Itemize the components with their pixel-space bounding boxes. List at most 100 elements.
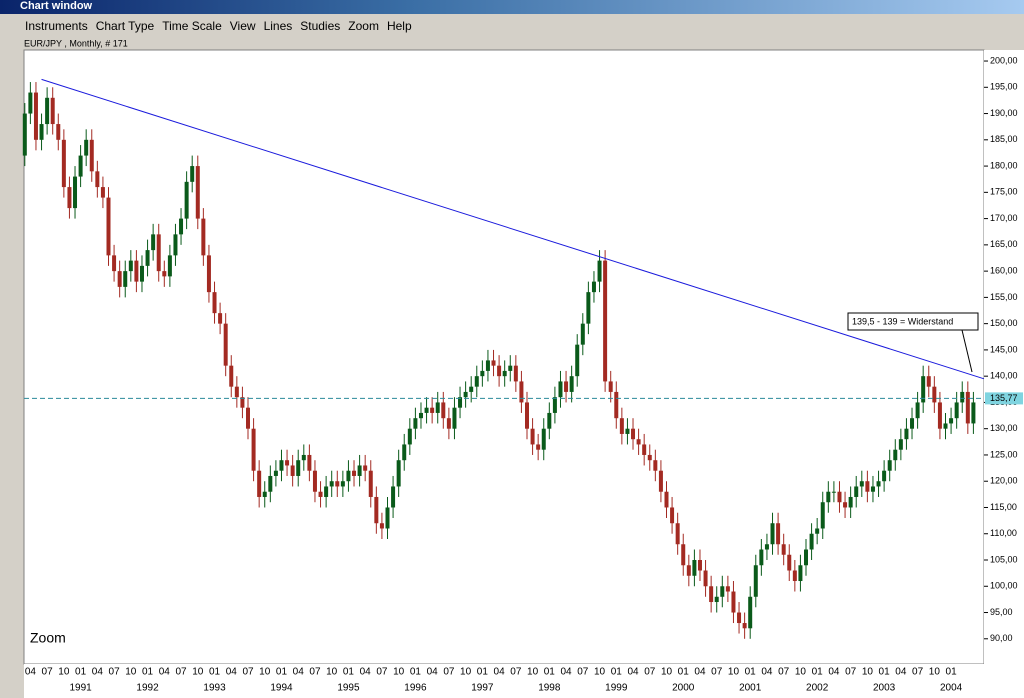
- candle-body: [530, 428, 535, 445]
- candle-body: [480, 370, 485, 377]
- x-tick-label: 07: [845, 667, 857, 678]
- x-tick-label: 10: [192, 667, 204, 678]
- x-tick-label: 10: [594, 667, 606, 678]
- year-label: 1996: [404, 683, 427, 694]
- candle-body: [804, 549, 808, 566]
- x-tick-label: 10: [460, 667, 472, 678]
- candle-body: [519, 381, 524, 403]
- candle-body: [201, 218, 206, 256]
- year-label: 1994: [270, 683, 293, 694]
- candle-body: [692, 560, 697, 576]
- candle-body: [547, 412, 552, 429]
- candle-body: [764, 544, 769, 550]
- x-tick-label: 01: [812, 667, 824, 678]
- annotation: 139,5 - 139 = Widerstand: [852, 316, 953, 326]
- candle-body: [167, 255, 172, 277]
- x-tick-label: 01: [209, 667, 221, 678]
- candle-body: [106, 197, 111, 256]
- candle-body: [223, 323, 228, 366]
- menu-item[interactable]: Chart Type: [95, 19, 155, 33]
- candle-body: [229, 365, 234, 387]
- menu-item[interactable]: Time Scale: [162, 19, 222, 33]
- candle-body: [575, 344, 580, 377]
- candle-body: [324, 486, 329, 497]
- candle-body: [603, 260, 608, 382]
- candle-body: [78, 155, 83, 177]
- candle-body: [937, 402, 942, 429]
- candle-body: [145, 250, 150, 266]
- x-tick-label: 10: [58, 667, 70, 678]
- candle-body: [820, 502, 825, 529]
- candle-body: [591, 281, 596, 293]
- menu-item[interactable]: Help: [386, 19, 412, 33]
- candle-body: [737, 612, 742, 624]
- x-tick-label: 01: [879, 667, 891, 678]
- candle-body: [179, 218, 184, 235]
- year-label: 1991: [69, 683, 92, 694]
- candle-body: [753, 565, 758, 597]
- candle-body: [212, 292, 217, 314]
- menu-item[interactable]: Zoom: [348, 19, 379, 33]
- y-tick-label: 145,00: [990, 344, 1018, 354]
- annotation-box: [847, 312, 979, 331]
- menu-bar: Instruments Chart Type Time Scale View Lines…: [0, 14, 1024, 36]
- x-tick-label: 01: [611, 667, 623, 678]
- candle-body: [458, 397, 463, 408]
- candle-body: [781, 544, 786, 555]
- candle-body: [876, 481, 881, 487]
- y-tick-label: 125,00: [990, 449, 1018, 459]
- candle-body: [525, 402, 529, 429]
- y-tick-label: 120,00: [990, 476, 1018, 486]
- x-tick-label: 10: [661, 667, 673, 678]
- y-tick-label: 115,00: [990, 502, 1017, 512]
- candle-body: [725, 586, 730, 592]
- candle-body: [675, 523, 680, 545]
- candle-body: [647, 454, 652, 461]
- y-tick-label: 170,00: [990, 213, 1018, 223]
- candle-body: [33, 92, 38, 140]
- x-tick-label: 10: [929, 667, 941, 678]
- candle-body: [497, 365, 502, 377]
- candle-body: [290, 465, 295, 476]
- candle-body: [965, 391, 970, 424]
- y-tick-label: 185,00: [990, 134, 1018, 144]
- y-axis-area: [984, 50, 1024, 664]
- menu-item[interactable]: View: [229, 19, 256, 33]
- candle-body: [686, 565, 691, 576]
- y-tick-label: 195,00: [990, 82, 1018, 92]
- y-tick-label: 130,00: [990, 423, 1018, 433]
- title-bar: Chart window: [0, 0, 1024, 14]
- candle-body: [870, 486, 875, 492]
- candle-body: [904, 428, 909, 440]
- x-tick-label: 10: [728, 667, 740, 678]
- candle-body: [117, 271, 122, 287]
- candle-body: [162, 271, 167, 277]
- candle-body: [368, 470, 373, 497]
- candle-body: [508, 365, 513, 371]
- candle-body: [642, 444, 647, 455]
- candle-body: [413, 418, 418, 429]
- candle-body: [268, 475, 273, 492]
- candle-body: [887, 460, 892, 471]
- candle-body: [748, 596, 753, 629]
- menu-item[interactable]: Lines: [263, 19, 293, 33]
- candle-body: [156, 234, 161, 272]
- candle-body: [720, 586, 725, 597]
- year-label: 1993: [203, 683, 226, 694]
- x-tick-label: 04: [293, 667, 305, 678]
- candle-body: [446, 418, 451, 429]
- candle-body: [859, 481, 864, 487]
- menu-item[interactable]: Instruments: [25, 19, 88, 33]
- y-tick-label: 175,00: [990, 187, 1018, 197]
- y-tick-label: 140,00: [990, 371, 1018, 381]
- candle-body: [943, 423, 948, 429]
- candle-body: [234, 386, 239, 398]
- candle-body: [664, 491, 669, 508]
- menu-item[interactable]: Studies: [300, 19, 341, 33]
- candle-body: [195, 166, 200, 219]
- candle-body: [536, 444, 541, 450]
- candle-body: [926, 376, 931, 387]
- x-tick-label: 04: [226, 667, 238, 678]
- candle-body: [809, 533, 814, 550]
